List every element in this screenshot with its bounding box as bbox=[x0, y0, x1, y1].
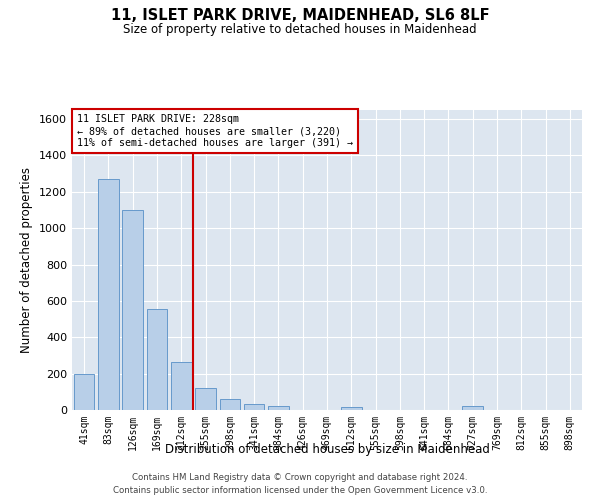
Y-axis label: Number of detached properties: Number of detached properties bbox=[20, 167, 34, 353]
Bar bbox=[463, 406, 483, 410]
Text: Distribution of detached houses by size in Maidenhead: Distribution of detached houses by size … bbox=[164, 442, 490, 456]
Bar bbox=[146, 309, 167, 410]
Bar bbox=[244, 404, 265, 410]
Text: Contains HM Land Registry data © Crown copyright and database right 2024.
Contai: Contains HM Land Registry data © Crown c… bbox=[113, 474, 487, 495]
Bar bbox=[74, 374, 94, 410]
Bar bbox=[268, 406, 289, 410]
Bar bbox=[98, 179, 119, 410]
Bar bbox=[195, 388, 216, 410]
Text: 11 ISLET PARK DRIVE: 228sqm
← 89% of detached houses are smaller (3,220)
11% of : 11 ISLET PARK DRIVE: 228sqm ← 89% of det… bbox=[77, 114, 353, 148]
Bar bbox=[171, 362, 191, 410]
Bar bbox=[341, 408, 362, 410]
Bar bbox=[220, 400, 240, 410]
Bar bbox=[122, 210, 143, 410]
Text: Size of property relative to detached houses in Maidenhead: Size of property relative to detached ho… bbox=[123, 22, 477, 36]
Text: 11, ISLET PARK DRIVE, MAIDENHEAD, SL6 8LF: 11, ISLET PARK DRIVE, MAIDENHEAD, SL6 8L… bbox=[110, 8, 490, 22]
